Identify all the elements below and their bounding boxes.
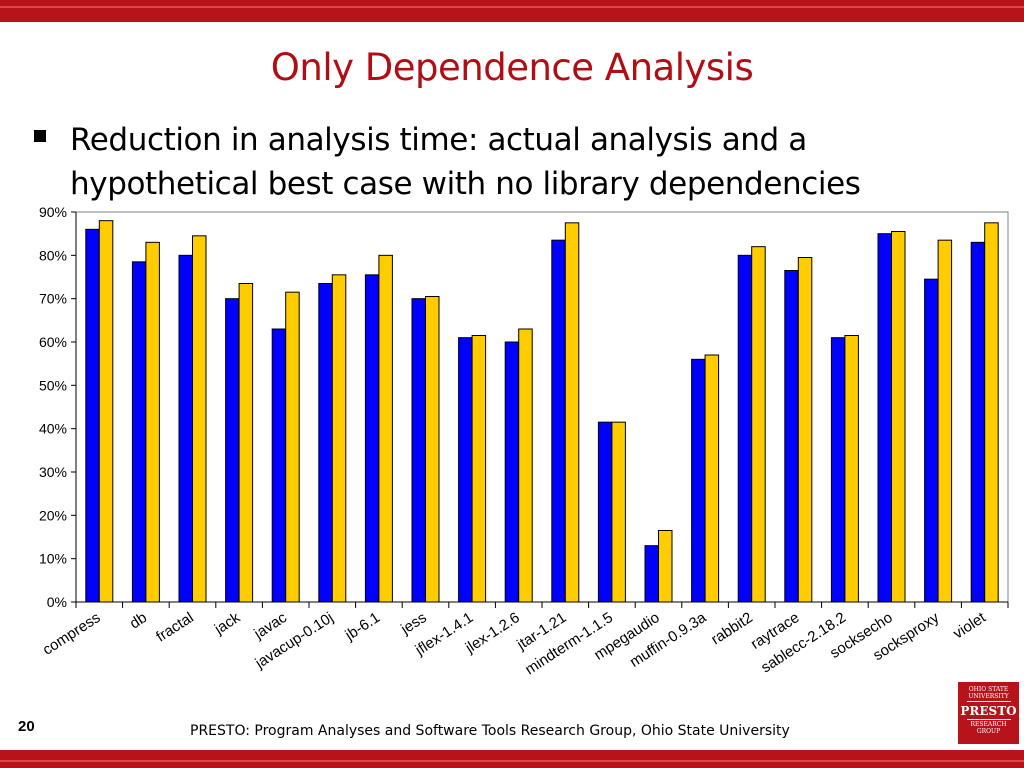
x-tick-label: fractal xyxy=(153,609,197,646)
bar-actual xyxy=(830,337,846,603)
footer-text: PRESTO: Program Analyses and Software To… xyxy=(190,723,790,739)
bar-best-case xyxy=(425,296,440,603)
y-tick-label: 80% xyxy=(39,247,67,263)
logo-line-3: RESEARCH xyxy=(970,721,1007,728)
x-tick-label: compress xyxy=(40,609,104,659)
bar-best-case xyxy=(844,335,859,603)
bar-actual xyxy=(178,254,193,603)
bar-best-case xyxy=(658,530,673,603)
page-number: 20 xyxy=(18,718,35,735)
bar-actual xyxy=(85,228,100,603)
logo-line-2: UNIVERSITY xyxy=(968,693,1009,700)
logo-name: PRESTO xyxy=(960,704,1017,718)
bar-chart: 0% 10% 20% 30% 40% 50% 60% 70% 80% 90% compress db f… xyxy=(39,204,1009,678)
bullet-text-line-2: hypothetical best case with no library d… xyxy=(70,166,861,202)
top-banner xyxy=(0,0,1024,22)
y-tick-label: 60% xyxy=(39,334,67,350)
bar-best-case xyxy=(984,222,999,603)
presto-logo: OHIO STATE UNIVERSITY PRESTO RESEARCH GR… xyxy=(958,682,1019,744)
bar-best-case xyxy=(891,231,906,603)
logo-rule xyxy=(966,719,1011,720)
bar-best-case xyxy=(797,257,813,603)
bar-actual xyxy=(225,298,240,603)
y-tick-label: 90% xyxy=(39,204,67,220)
bullet-text-line-1: Reduction in analysis time: actual analy… xyxy=(70,122,807,158)
bar-actual xyxy=(411,298,426,603)
bar-best-case xyxy=(518,328,533,603)
bar-actual xyxy=(271,328,287,603)
logo-line-1: OHIO STATE xyxy=(968,686,1009,693)
bar-best-case xyxy=(378,254,393,603)
x-tick-label: rabbit2 xyxy=(708,609,756,648)
bar-best-case xyxy=(238,283,254,603)
bar-best-case xyxy=(98,220,114,603)
bar-best-case xyxy=(704,354,720,603)
square-bullet-icon xyxy=(34,130,46,142)
x-tick-label: jess xyxy=(397,609,429,638)
logo-rule xyxy=(966,701,1011,702)
bar-best-case xyxy=(471,335,487,603)
logo-line-4: GROUP xyxy=(976,728,1001,735)
slide-title: Only Dependence Analysis xyxy=(270,46,754,89)
bar-best-case xyxy=(145,241,160,603)
bottom-banner xyxy=(0,750,1024,768)
y-tick-label: 20% xyxy=(39,507,67,523)
bar-actual xyxy=(644,545,659,603)
bottom-banner-stripe xyxy=(0,760,1024,762)
bar-actual xyxy=(364,274,380,603)
y-tick-label: 70% xyxy=(39,291,67,307)
x-tick-label: db xyxy=(127,609,150,632)
x-tick-label: jb-6.1 xyxy=(342,609,384,644)
bar-best-case xyxy=(751,246,766,603)
bar-actual xyxy=(551,239,566,603)
bar-best-case xyxy=(192,235,207,603)
bar-actual xyxy=(504,341,520,603)
bar-best-case xyxy=(285,291,300,603)
bar-actual xyxy=(924,278,939,603)
bar-actual xyxy=(877,233,892,603)
bar-actual xyxy=(318,283,333,603)
y-tick-label: 50% xyxy=(39,377,67,393)
y-tick-label: 40% xyxy=(39,421,67,437)
y-tick-label: 10% xyxy=(39,551,67,567)
bar-best-case xyxy=(937,239,953,603)
bar-actual xyxy=(784,270,799,603)
top-banner-stripe xyxy=(0,6,1024,8)
bar-best-case xyxy=(611,421,626,603)
y-tick-label: 30% xyxy=(39,464,67,480)
bullet-text: Reduction in analysis time: actual analy… xyxy=(70,118,1020,206)
y-tick-label: 0% xyxy=(47,594,67,610)
bar-best-case xyxy=(331,274,347,603)
bar-best-case xyxy=(564,222,580,603)
bar-actual xyxy=(131,261,147,603)
bar-actual xyxy=(597,421,613,603)
bar-actual xyxy=(737,254,753,603)
bar-actual xyxy=(691,358,706,603)
x-tick-label: jack xyxy=(211,609,244,639)
bar-actual xyxy=(458,337,473,603)
x-tick-label: violet xyxy=(950,609,989,643)
bar-actual xyxy=(970,241,986,603)
plot-area xyxy=(75,211,1009,603)
